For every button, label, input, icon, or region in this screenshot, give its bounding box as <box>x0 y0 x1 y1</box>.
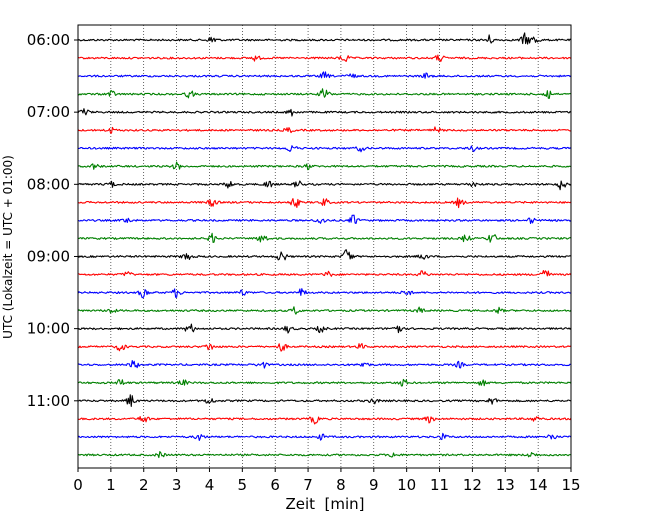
trace-line-1000 <box>77 323 572 334</box>
y-tick-label: 11:00 <box>27 392 70 410</box>
x-tick-label: 14 <box>529 476 548 494</box>
x-tick-label: 3 <box>172 476 182 494</box>
x-tick-label: 13 <box>496 476 515 494</box>
trace-line-1130 <box>77 432 572 441</box>
x-tick-label: 4 <box>205 476 215 494</box>
trace-line-0730 <box>77 145 572 153</box>
y-tick-label: 07:00 <box>27 103 70 121</box>
trace-line-0645 <box>77 88 572 99</box>
trace-line-0800 <box>77 180 572 191</box>
trace-line-0600 <box>77 32 572 45</box>
x-tick-label: 12 <box>463 476 482 494</box>
trace-line-0700 <box>77 108 572 117</box>
trace-line-0745 <box>77 161 572 171</box>
trace-line-0900 <box>77 249 572 261</box>
x-tick-label: 2 <box>139 476 149 494</box>
grid-layer <box>110 25 539 468</box>
trace-line-0630 <box>77 71 572 79</box>
y-tick-label: 09:00 <box>27 247 70 265</box>
trace-line-0945 <box>77 306 572 315</box>
x-tick-label: 0 <box>73 476 83 494</box>
trace-line-0615 <box>77 54 572 63</box>
y-tick-layer: 06:00 07:00 08:00 09:00 10:00 11:00 <box>27 31 78 410</box>
trace-line-1100 <box>77 394 572 407</box>
trace-line-0845 <box>77 232 572 243</box>
x-tick-label: 9 <box>369 476 379 494</box>
trace-line-1030 <box>77 360 572 369</box>
y-tick-label: 10:00 <box>27 320 70 338</box>
x-axis-label: Zeit [min] <box>285 495 364 513</box>
trace-line-1015 <box>77 342 572 352</box>
x-tick-label: 1 <box>106 476 116 494</box>
trace-line-1115 <box>77 416 572 425</box>
trace-layer <box>77 32 572 459</box>
y-tick-label: 06:00 <box>27 31 70 49</box>
trace-line-1045 <box>77 378 572 387</box>
y-axis-label: UTC (Lokalzeit = UTC + 01:00) <box>1 155 15 339</box>
x-tick-label: 6 <box>270 476 280 494</box>
plot-frame <box>77 24 572 469</box>
x-tick-label: 10 <box>397 476 416 494</box>
trace-line-0830 <box>77 214 572 225</box>
trace-line-0915 <box>77 270 572 277</box>
x-tick-label: 15 <box>561 476 580 494</box>
trace-line-0930 <box>77 288 572 299</box>
y-tick-label: 08:00 <box>27 175 70 193</box>
x-tick-label: 11 <box>430 476 449 494</box>
x-tick-label: 5 <box>238 476 248 494</box>
trace-line-0815 <box>77 197 572 209</box>
trace-line-1145 <box>77 451 572 459</box>
x-tick-layer: 0 1 2 3 4 5 6 7 8 9 10 11 12 13 14 15 <box>73 468 581 494</box>
x-tick-label: 7 <box>303 476 313 494</box>
x-tick-label: 8 <box>336 476 346 494</box>
trace-line-0715 <box>77 126 572 134</box>
